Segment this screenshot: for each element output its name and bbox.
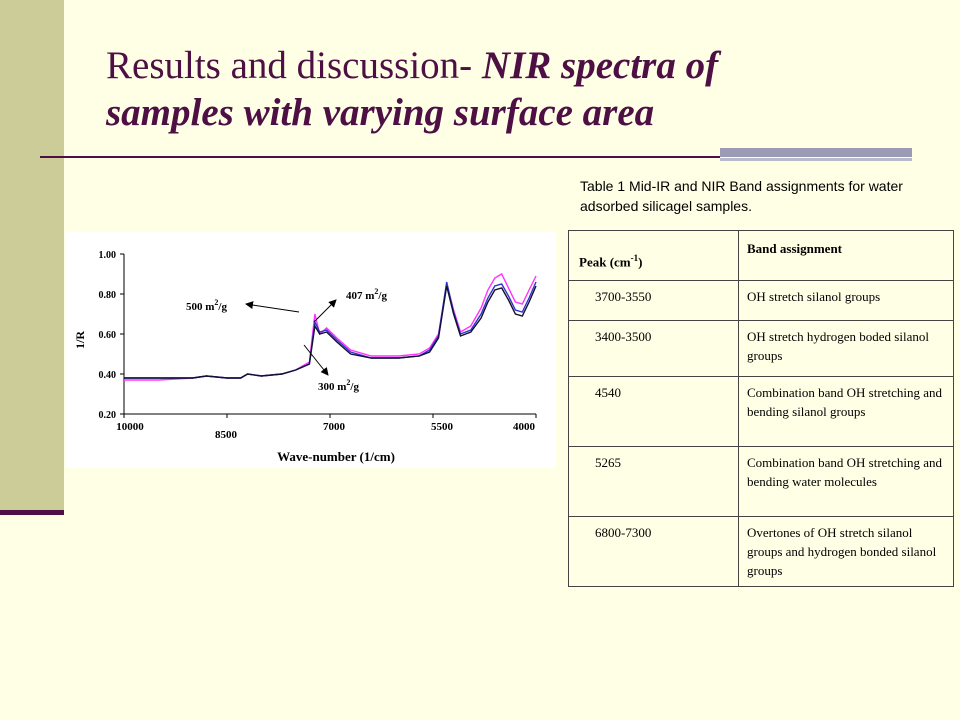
annotation-sup: 2 [374, 287, 378, 296]
assignment-cell: OH stretch hydrogen boded silanol groups [738, 320, 954, 377]
y-tick-label: 0.40 [99, 370, 117, 381]
x-tick-label: 5500 [431, 421, 454, 433]
title-plain: Results and discussion- [106, 44, 482, 87]
header-peak-close: ) [638, 254, 643, 269]
table-row: 5265 Combination band OH stretching and b… [568, 446, 954, 517]
annotation-unit: /g [377, 290, 387, 302]
table-caption: Table 1 Mid-IR and NIR Band assignments … [580, 178, 903, 214]
x-tick-label: 10000 [116, 421, 144, 433]
table-header-row: Peak (cm-1) Band assignment [568, 230, 954, 281]
annotation-label: 300 m2/g [318, 378, 359, 393]
peak-cell: 6800-7300 [568, 516, 739, 587]
annotation-sup: 2 [346, 378, 350, 387]
y-tick-label: 0.60 [99, 330, 117, 341]
table-row: 3700-3550 OH stretch silanol groups [568, 280, 954, 321]
band-assignment-table: Peak (cm-1) Band assignment 3700-3550 OH … [568, 230, 954, 587]
series-line-1 [124, 281, 537, 379]
annotation-label: 407 m2/g [346, 287, 387, 302]
annotation-unit: /g [349, 381, 359, 393]
table-row: 3400-3500 OH stretch hydrogen boded silan… [568, 320, 954, 377]
annotation-label: 500 m2/g [186, 298, 227, 313]
header-assignment: Band assignment [738, 230, 954, 281]
assignment-cell: OH stretch silanol groups [738, 280, 954, 321]
peak-cell: 3700-3550 [568, 280, 739, 321]
title-rule-accent-shadow [720, 158, 912, 161]
x-axis-label: Wave-number (1/cm) [277, 449, 395, 464]
header-peak-sup: -1 [630, 252, 639, 263]
x-tick-label: 4000 [513, 421, 536, 433]
series-line-2 [124, 285, 537, 379]
header-peak: Peak (cm [579, 254, 631, 269]
chart-panel: 1.00 0.80 0.60 0.40 0.20 10000 8500 7000 5500 40… [66, 232, 556, 468]
assignment-cell: Overtones of OH stretch silanol groups a… [738, 516, 954, 587]
nir-spectra-chart: 1.00 0.80 0.60 0.40 0.20 10000 8500 7000 5500 40… [73, 250, 537, 464]
annotation-sup: 2 [214, 298, 218, 307]
y-tick-label: 0.80 [99, 290, 117, 301]
table-row: 4540 Combination band OH stretching and b… [568, 376, 954, 447]
title-italic: NIR spectra of samples with varying surf… [106, 44, 719, 134]
sidebar-accent [0, 510, 64, 515]
annotation-arrow [303, 344, 329, 376]
table-row: 6800-7300 Overtones of OH stretch silanol… [568, 516, 954, 587]
x-tick-label: 8500 [215, 429, 238, 441]
y-axis-label: 1/R [73, 331, 87, 349]
peak-cell: 3400-3500 [568, 320, 739, 377]
y-tick-label: 0.20 [99, 410, 117, 421]
peak-cell: 5265 [568, 446, 739, 517]
sidebar-bar [0, 0, 64, 510]
assignment-cell: Combination band OH stretching and bendi… [738, 376, 954, 447]
header-peak-cell: Peak (cm-1) [568, 230, 739, 281]
annotation-arrow [313, 299, 337, 323]
title-rule [40, 156, 720, 158]
slide-title: Results and discussion- NIR spectra of s… [106, 42, 846, 136]
assignment-cell: Combination band OH stretching and bendi… [738, 446, 954, 517]
y-tick-label: 1.00 [99, 250, 117, 261]
annotation-text: 500 m [186, 301, 214, 313]
annotation-unit: /g [217, 301, 227, 313]
annotation-text: 407 m [346, 290, 374, 302]
x-tick-label: 7000 [323, 421, 346, 433]
annotation-arrow [245, 301, 300, 313]
annotation-text: 300 m [318, 381, 346, 393]
title-rule-accent [720, 148, 912, 157]
peak-cell: 4540 [568, 376, 739, 447]
